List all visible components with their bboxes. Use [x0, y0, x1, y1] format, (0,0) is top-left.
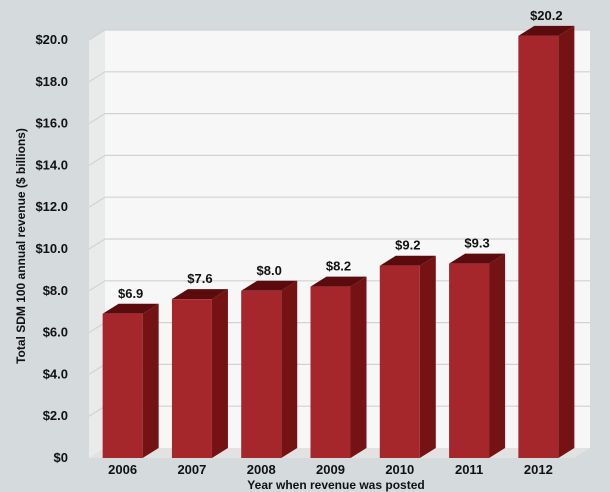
bar-side	[142, 303, 159, 458]
x-tick-label: 2011	[455, 462, 483, 477]
bar	[449, 263, 490, 458]
bar-top	[449, 253, 506, 264]
data-label: $7.6	[187, 271, 212, 286]
bars: $6.9 $7.6 $8.0 $8.2 $9.2 $9.3 $20.2	[102, 8, 575, 458]
bar	[379, 265, 420, 458]
x-tick-label: 2006	[108, 462, 137, 477]
bar-top	[102, 303, 159, 314]
x-tick-label: 2007	[177, 462, 206, 477]
data-label: $8.2	[326, 259, 351, 274]
bar	[310, 286, 351, 458]
x-axis-ticks: 2006 2007 2008 2009 2010 2011 2012	[108, 462, 553, 477]
gridline	[88, 238, 590, 250]
y-tick-label: $10.0	[35, 241, 68, 256]
x-tick-label: 2009	[316, 462, 345, 477]
x-tick-label: 2008	[247, 462, 276, 477]
y-axis-label: Total SDM 100 annual revenue ($ billions…	[14, 128, 28, 364]
gridline	[88, 154, 590, 166]
bar-top	[310, 276, 367, 287]
gridline	[88, 196, 590, 208]
y-tick-label: $18.0	[35, 74, 68, 89]
bar	[241, 290, 282, 458]
y-tick-label: $14.0	[35, 157, 68, 172]
bar	[518, 35, 559, 458]
gridline	[88, 71, 590, 83]
y-tick-label: $20.0	[35, 32, 68, 47]
bar-side	[419, 255, 436, 458]
data-label: $6.9	[118, 286, 143, 301]
bar	[102, 313, 143, 458]
bar-top	[518, 25, 575, 36]
bar-side	[281, 280, 298, 458]
x-tick-label: 2012	[524, 462, 553, 477]
bar-side	[558, 25, 575, 458]
data-label: $9.3	[464, 236, 489, 251]
y-tick-label: $2.0	[43, 408, 68, 423]
data-label: $8.0	[257, 263, 282, 278]
y-tick-label: $4.0	[43, 366, 68, 381]
y-tick-label: $12.0	[35, 199, 68, 214]
bar-top	[241, 280, 298, 291]
y-axis-ticks: $0 $2.0 $4.0 $6.0 $8.0 $10.0 $12.0 $14.0 $16.0 $1…	[35, 32, 68, 465]
data-label: $9.2	[395, 238, 420, 253]
gridline	[88, 29, 590, 41]
y-tick-label: $6.0	[43, 325, 68, 340]
x-axis-label: Year when revenue was posted	[247, 478, 424, 492]
y-tick-label: $16.0	[35, 116, 68, 131]
gridline	[88, 112, 590, 125]
y-tick-label: $0	[54, 450, 68, 465]
bar-top	[379, 255, 436, 266]
x-tick-label: 2010	[385, 462, 414, 477]
data-label: $20.2	[530, 8, 563, 23]
bar	[171, 299, 212, 458]
bar-side	[489, 253, 506, 458]
bar-side	[350, 276, 367, 458]
bar-top	[171, 289, 228, 300]
bar-side	[211, 289, 228, 458]
y-tick-label: $8.0	[43, 283, 68, 298]
